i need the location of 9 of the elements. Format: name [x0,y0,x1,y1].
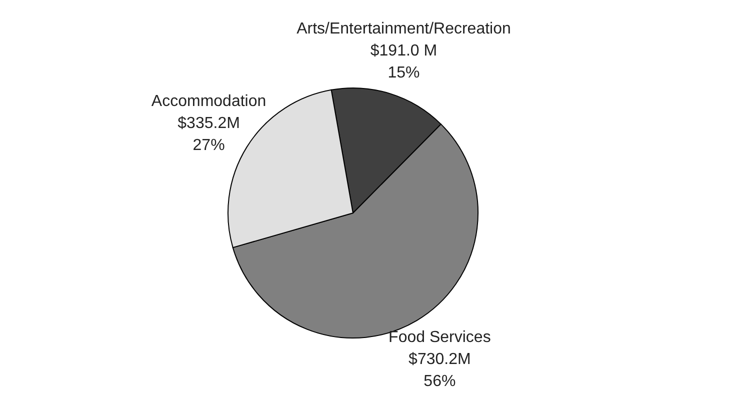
slice-label: Arts/Entertainment/Recreation [296,20,511,38]
slice-label: Food Services [388,328,491,346]
data-label: $730.2M [408,350,471,368]
slice-label: Accommodation [151,92,266,110]
data-label: $335.2M [178,114,240,132]
data-label: $191.0 M [370,42,438,60]
text: 56% [424,372,456,390]
text: 15% [388,64,420,82]
text: 27% [192,136,225,154]
